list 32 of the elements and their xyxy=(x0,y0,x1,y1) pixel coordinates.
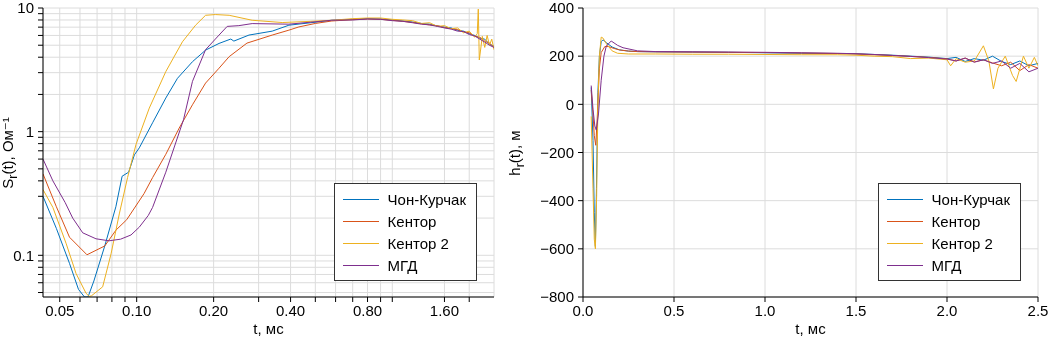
x-tick-label: 1.0 xyxy=(754,301,776,319)
x-tick-label: 1.5 xyxy=(845,301,867,319)
x-tick-label: 2.5 xyxy=(1027,301,1049,319)
y-tick-label: 1 xyxy=(25,122,34,140)
y-tick-label: −800 xyxy=(540,288,574,306)
x-axis-title: t, мс xyxy=(795,320,826,338)
y-tick-label: 400 xyxy=(548,0,574,17)
y-tick-label: −400 xyxy=(540,191,574,209)
x-tick-label: 0.05 xyxy=(45,301,75,319)
legend-label: Кентор 2 xyxy=(931,234,993,252)
legend-label: МГД xyxy=(931,256,962,274)
legend-label: Кентор xyxy=(387,212,437,230)
x-tick-label: 0.20 xyxy=(199,301,229,319)
y-tick-label: 0 xyxy=(565,95,574,113)
x-tick-label: 0.10 xyxy=(122,301,152,319)
x-tick-label: 0.40 xyxy=(275,301,306,319)
x-tick-label: 1.60 xyxy=(429,301,460,319)
legend-label: МГД xyxy=(387,256,418,274)
x-tick-label: 0.0 xyxy=(572,301,594,319)
y-tick-label: 10 xyxy=(17,0,34,17)
x-tick-label: 0.80 xyxy=(352,301,383,319)
legend-label: Кентор 2 xyxy=(387,234,449,252)
x-tick-label: 2.0 xyxy=(936,301,958,319)
y-tick-label: 200 xyxy=(548,47,574,65)
y-tick-label: −600 xyxy=(540,240,574,258)
x-tick-label: 0.5 xyxy=(663,301,685,319)
legend-label: Чон-Курчак xyxy=(387,190,466,208)
x-axis-title: t, мс xyxy=(253,320,284,338)
legend-label: Кентор xyxy=(931,212,981,230)
y-tick-label: −200 xyxy=(540,143,574,161)
legend-label: Чон-Курчак xyxy=(931,190,1010,208)
y-tick-label: 0.1 xyxy=(13,246,34,264)
